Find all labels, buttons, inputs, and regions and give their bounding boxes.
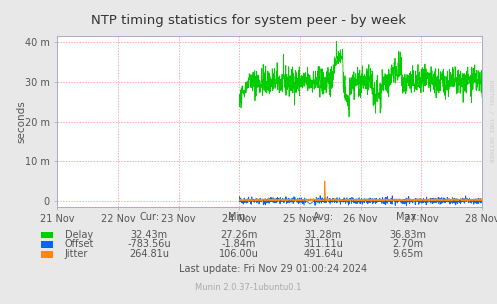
Text: Min:: Min: <box>228 212 249 223</box>
Text: -1.84m: -1.84m <box>221 240 256 249</box>
Text: 106.00u: 106.00u <box>219 249 258 259</box>
Text: 311.11u: 311.11u <box>303 240 343 249</box>
Text: Max:: Max: <box>396 212 419 223</box>
Text: 491.64u: 491.64u <box>303 249 343 259</box>
Text: 9.65m: 9.65m <box>392 249 423 259</box>
Text: Delay: Delay <box>65 230 93 240</box>
Text: NTP timing statistics for system peer - by week: NTP timing statistics for system peer - … <box>91 14 406 27</box>
Text: 27.26m: 27.26m <box>220 230 257 240</box>
Text: 32.43m: 32.43m <box>131 230 167 240</box>
Text: Offset: Offset <box>65 240 94 249</box>
Text: 31.28m: 31.28m <box>305 230 341 240</box>
Text: Jitter: Jitter <box>65 249 88 259</box>
Text: 2.70m: 2.70m <box>392 240 423 249</box>
Text: -783.56u: -783.56u <box>127 240 171 249</box>
Text: 36.83m: 36.83m <box>389 230 426 240</box>
Text: Cur:: Cur: <box>139 212 159 223</box>
Y-axis label: seconds: seconds <box>17 100 27 143</box>
Text: Munin 2.0.37-1ubuntu0.1: Munin 2.0.37-1ubuntu0.1 <box>195 283 302 292</box>
Text: Last update: Fri Nov 29 01:00:24 2024: Last update: Fri Nov 29 01:00:24 2024 <box>179 264 367 274</box>
Text: RRDTOOL / TOBI OETIKER: RRDTOOL / TOBI OETIKER <box>489 80 494 163</box>
Text: Avg:: Avg: <box>313 212 333 223</box>
Text: 264.81u: 264.81u <box>129 249 169 259</box>
